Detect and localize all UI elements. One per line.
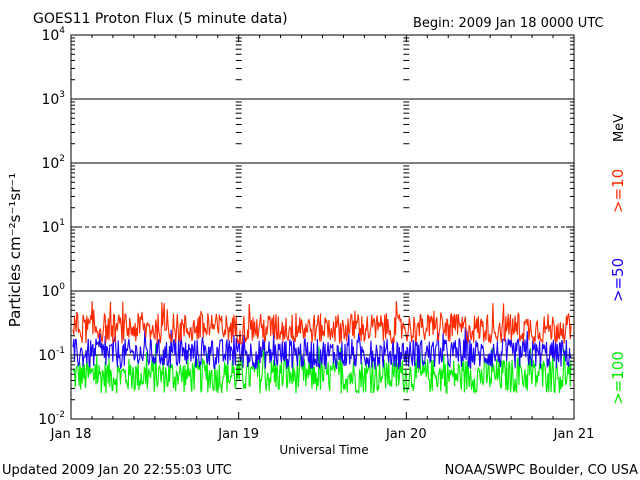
x-tick-label: Jan 20 (385, 427, 427, 442)
x-tick-labels: Jan 18 Jan 19 Jan 20 Jan 21 (50, 427, 595, 442)
gridlines (71, 98, 574, 356)
y-tick-label: 10-2 (38, 410, 65, 428)
series-line (72, 301, 572, 345)
y-axis-title: Particles cm⁻²s⁻¹sr⁻¹ (6, 173, 24, 327)
y-tick-label: 104 (41, 26, 65, 44)
y-tick-label: 103 (41, 90, 65, 108)
updated-timestamp: Updated 2009 Jan 20 22:55:03 UTC (2, 463, 232, 478)
y-tick-label: 10-1 (38, 346, 65, 364)
x-tick-label: Jan 21 (553, 427, 595, 442)
legend: MeV >=10 >=50 >=100 (609, 114, 627, 405)
credit-label: NOAA/SWPC Boulder, CO USA (445, 463, 638, 478)
x-axis-title: Universal Time (279, 443, 368, 457)
y-tick-label: 100 (41, 282, 65, 300)
chart-title: GOES11 Proton Flux (5 minute data) (33, 11, 288, 27)
y-tick-label: 101 (41, 218, 65, 236)
plot-frame (70, 34, 575, 420)
y-tick-labels: 10-2 10-1 100 101 102 103 104 (38, 26, 65, 428)
legend-ge10: >=10 (609, 169, 627, 213)
legend-ge100: >=100 (609, 351, 627, 405)
x-tick-label: Jan 19 (217, 427, 259, 442)
x-tick-label: Jan 18 (50, 427, 92, 442)
begin-time-label: Begin: 2009 Jan 18 0000 UTC (413, 16, 604, 31)
legend-ge50: >=50 (609, 258, 627, 302)
legend-unit-mev: MeV (612, 114, 627, 142)
y-tick-label: 102 (41, 154, 65, 172)
series-line (72, 326, 572, 370)
data-series (72, 301, 572, 395)
